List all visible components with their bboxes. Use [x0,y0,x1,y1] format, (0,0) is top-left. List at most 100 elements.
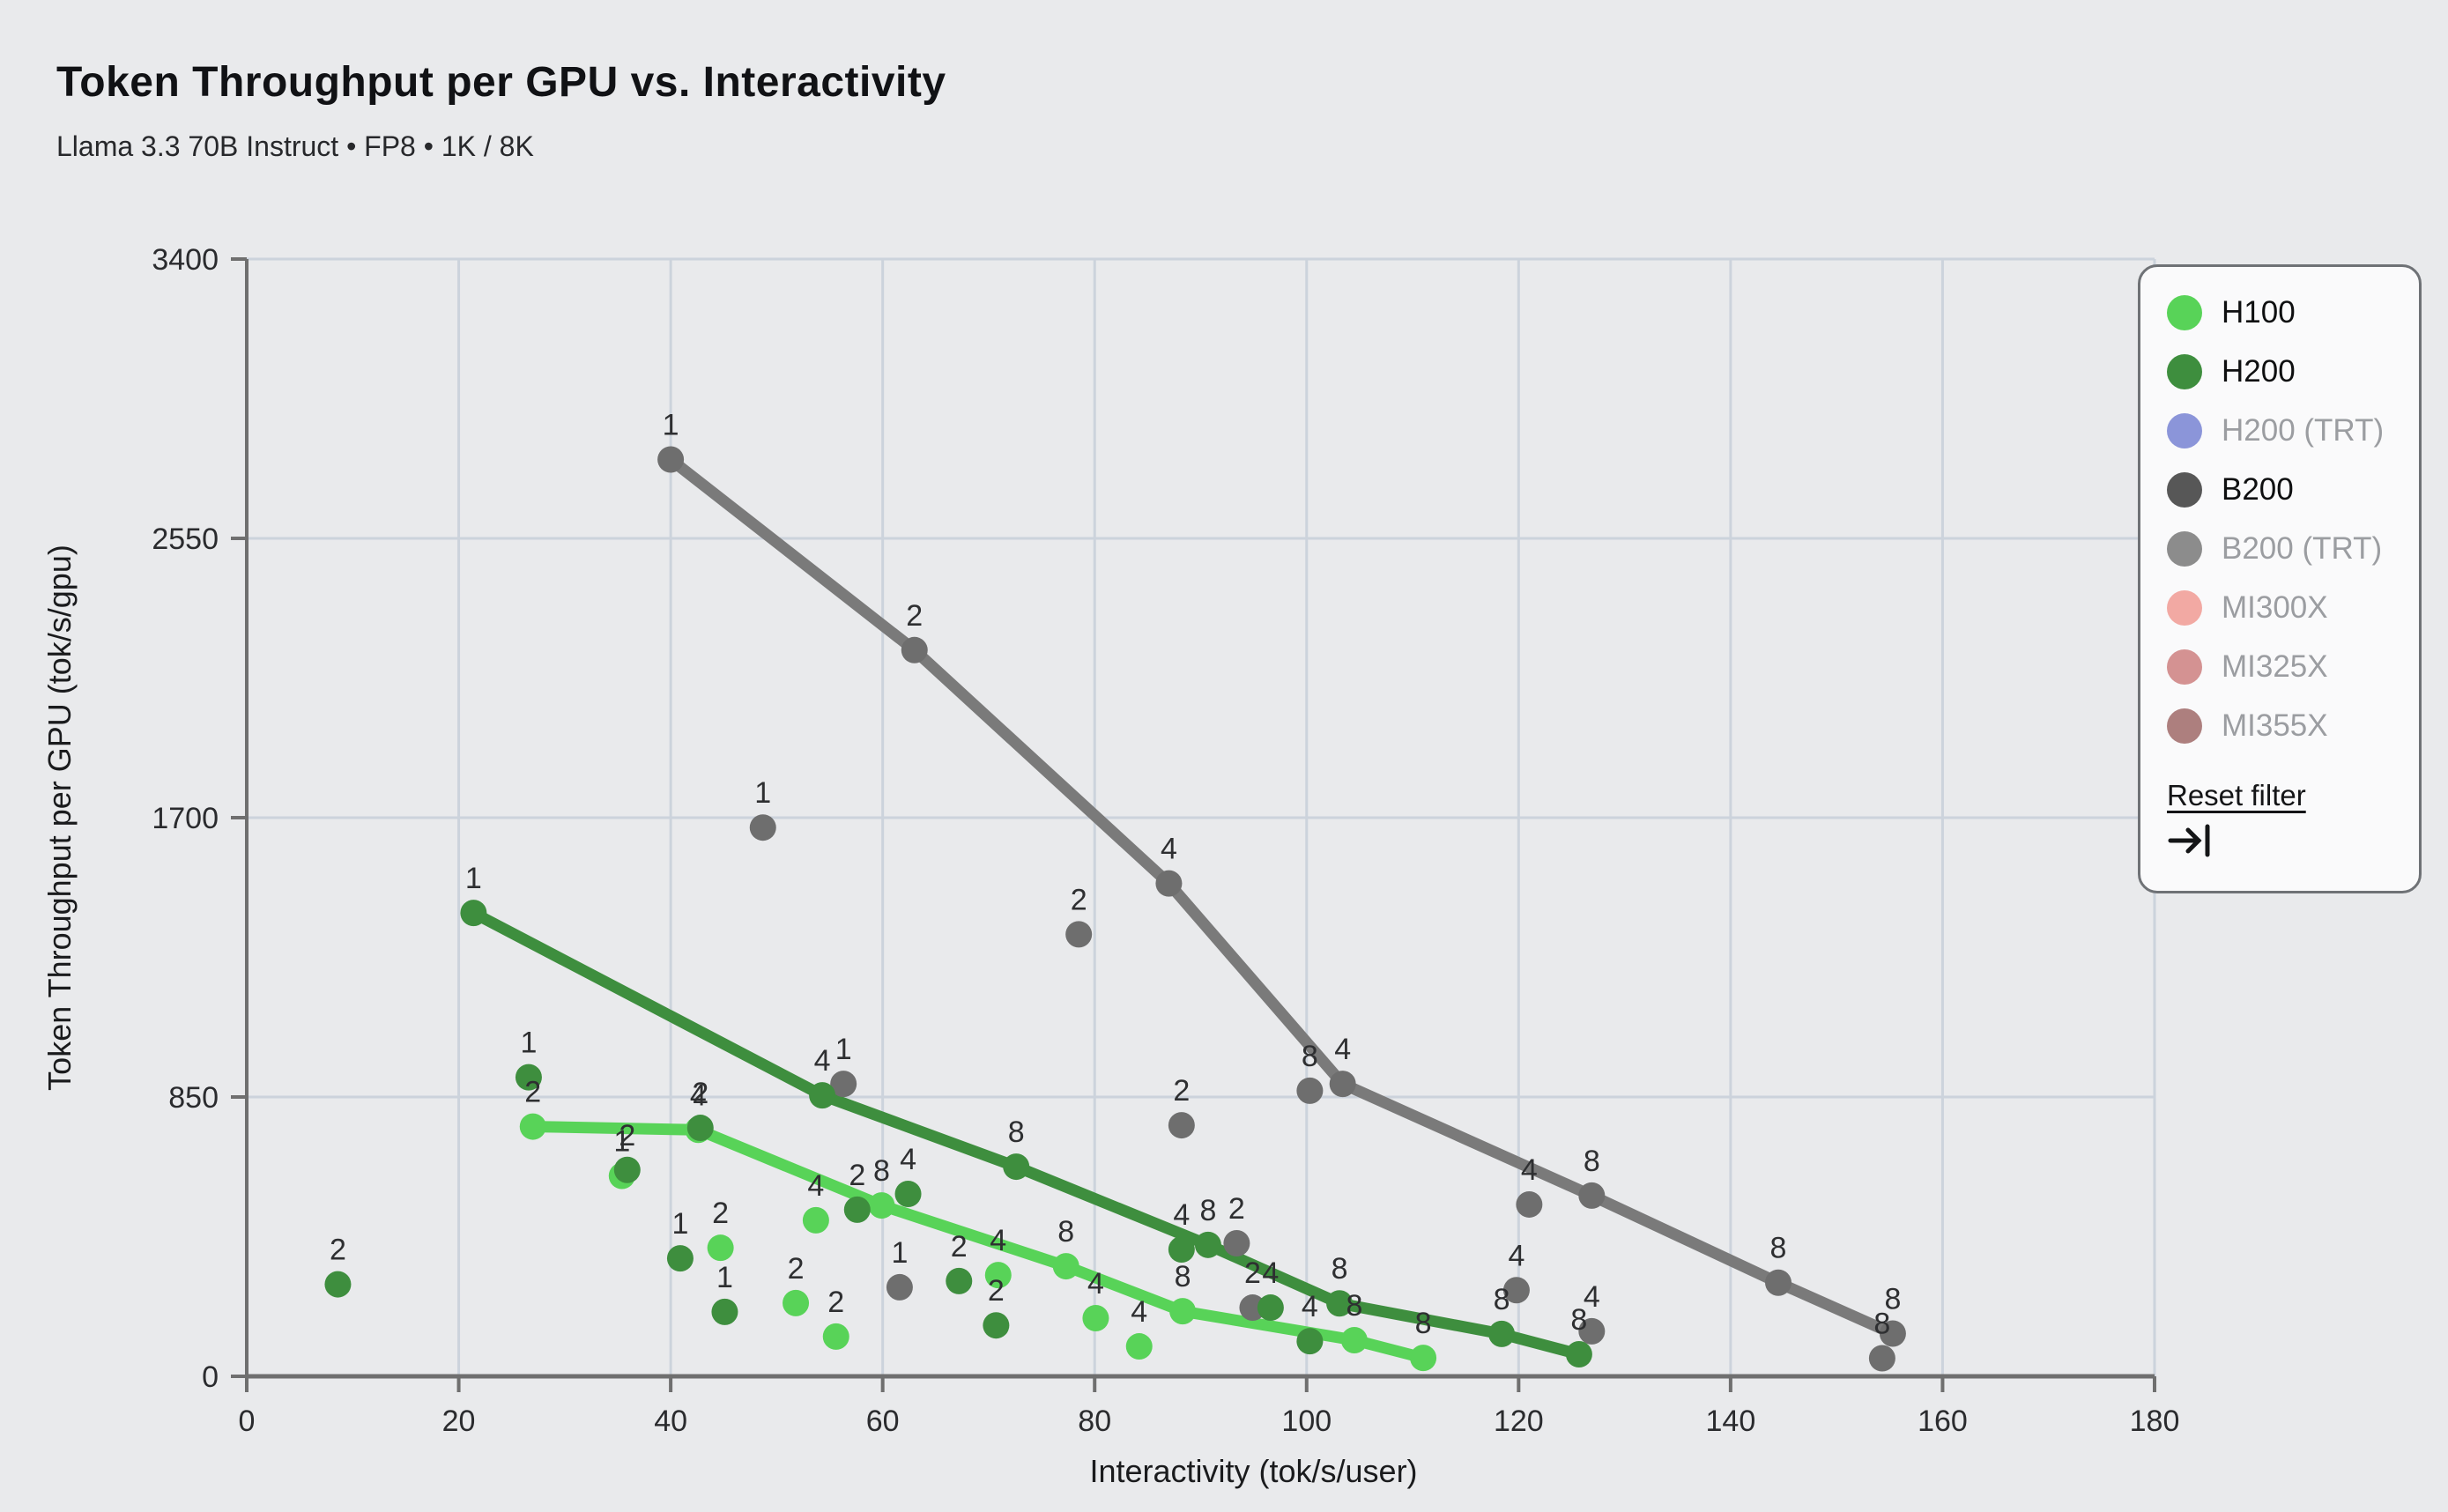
point-label: 8 [1570,1303,1587,1337]
y-tick-label: 3400 [152,243,219,277]
point-label: 8 [1199,1194,1216,1227]
point-label: 2 [692,1077,708,1110]
point-h200-tp1[interactable] [515,1064,542,1091]
point-label: 2 [1173,1074,1190,1108]
point-h200-tp4[interactable] [1296,1328,1324,1355]
point-label: 8 [1332,1252,1348,1286]
point-b200-tp2[interactable] [1223,1229,1250,1256]
point-b200-tp8[interactable] [1879,1320,1906,1347]
point-b200-tp2[interactable] [1065,921,1093,948]
x-tick-label: 0 [239,1405,256,1438]
point-h100-tp4[interactable] [802,1206,829,1234]
point-b200-tp1[interactable] [749,814,776,841]
point-b200-tp4[interactable] [1329,1071,1356,1098]
point-h200-tp4[interactable] [894,1181,922,1208]
point-b200-tp2[interactable] [901,636,928,663]
point-h200-tp2[interactable] [686,1115,714,1142]
point-h200-tp8[interactable] [1194,1231,1221,1258]
point-h200-tp8[interactable] [1326,1290,1354,1317]
point-h200-tp4[interactable] [1168,1236,1195,1264]
point-h200-tp2[interactable] [613,1156,641,1183]
point-b200-tp1[interactable] [886,1273,913,1301]
point-h200-tp4[interactable] [809,1082,836,1109]
point-h100-tp2[interactable] [519,1113,546,1140]
point-b200-tp4[interactable] [1502,1277,1530,1304]
point-label: 8 [1584,1145,1600,1178]
point-h200-tp2[interactable] [843,1196,871,1223]
point-label: 4 [1584,1280,1600,1314]
point-h200-tp1[interactable] [711,1298,738,1325]
point-h200-tp1[interactable] [666,1245,694,1272]
reset-filter-link[interactable]: Reset filter [2167,779,2306,812]
point-label: 2 [712,1197,729,1230]
legend-item-h200-trt[interactable]: H200 (TRT) [2167,413,2394,448]
point-label: 2 [1071,883,1087,916]
point-label: 2 [951,1230,968,1264]
point-h200-tp2[interactable] [983,1312,1010,1339]
legend-item-label: B200 [2222,472,2294,507]
legend-item-mi355x[interactable]: MI355X [2167,708,2394,744]
legend-item-h100[interactable]: H100 [2167,295,2394,330]
point-label: 1 [716,1261,733,1294]
x-tick-label: 120 [1494,1405,1544,1438]
point-label: 8 [873,1154,890,1188]
point-label: 8 [1346,1289,1362,1323]
x-tick-label: 20 [442,1405,476,1438]
point-b200-tp4[interactable] [1516,1190,1543,1218]
point-b200-tp8[interactable] [1868,1345,1895,1372]
point-label: 8 [1494,1283,1510,1316]
point-b200-tp4[interactable] [1155,870,1183,897]
point-h100-tp2[interactable] [783,1289,810,1316]
point-label: 8 [1770,1232,1787,1265]
point-h100-tp4[interactable] [1082,1304,1109,1331]
point-b200-tp8[interactable] [1296,1077,1324,1104]
point-h200-tp8[interactable] [1003,1153,1030,1181]
point-h200-tp2[interactable] [946,1267,973,1294]
legend-item-b200[interactable]: B200 [2167,472,2394,508]
y-tick-label: 850 [168,1081,219,1115]
point-label: 2 [330,1234,346,1267]
point-label: 1 [835,1033,852,1066]
legend-swatch-icon [2167,413,2202,448]
legend-item-mi325x[interactable]: MI325X [2167,649,2394,685]
point-label: 4 [1262,1256,1279,1290]
point-h100-tp8[interactable] [1169,1298,1197,1325]
point-b200-tp1[interactable] [657,446,685,473]
point-h200-tp2[interactable] [324,1271,352,1298]
point-h200-tp4[interactable] [1257,1294,1284,1322]
point-h100-tp8[interactable] [1052,1253,1079,1280]
point-label: 4 [1508,1239,1524,1272]
point-h100-tp8[interactable] [1410,1345,1437,1372]
point-b200-tp8[interactable] [1578,1182,1606,1209]
point-label: 8 [1302,1040,1318,1073]
legend-item-label: H200 [2222,354,2296,389]
point-b200-tp2[interactable] [1168,1112,1195,1139]
point-label: 2 [619,1119,635,1153]
point-label: 2 [1244,1256,1261,1290]
point-h100-tp2[interactable] [822,1323,849,1350]
point-label: 2 [849,1159,865,1192]
point-b200-tp8[interactable] [1765,1269,1792,1296]
legend-item-b200-trt[interactable]: B200 (TRT) [2167,531,2394,567]
point-b200-tp4[interactable] [1578,1317,1606,1345]
point-label: 4 [1161,833,1177,866]
point-h100-tp4[interactable] [1125,1333,1153,1360]
point-h200-tp8[interactable] [1488,1320,1516,1347]
tab-arrow-icon[interactable] [2167,821,2394,864]
legend-items: H100 H200 H200 (TRT) B200 B200 (TRT) MI300X MI… [2167,295,2394,744]
point-h100-tp8[interactable] [868,1192,895,1219]
point-h200-tp1[interactable] [460,900,487,927]
point-h200-tp8[interactable] [1565,1341,1592,1368]
legend-item-h200[interactable]: H200 [2167,354,2394,389]
point-b200-tp1[interactable] [830,1071,857,1098]
point-h100-tp4[interactable] [984,1262,1012,1289]
point-label: 4 [900,1143,916,1176]
point-label: 8 [1008,1115,1025,1149]
legend-swatch-icon [2167,354,2202,389]
point-label: 4 [1302,1290,1318,1323]
legend-item-mi300x[interactable]: MI300X [2167,590,2394,626]
point-h100-tp2[interactable] [707,1234,734,1262]
point-h100-tp8[interactable] [1340,1326,1368,1353]
legend-item-label: H200 (TRT) [2222,413,2385,448]
